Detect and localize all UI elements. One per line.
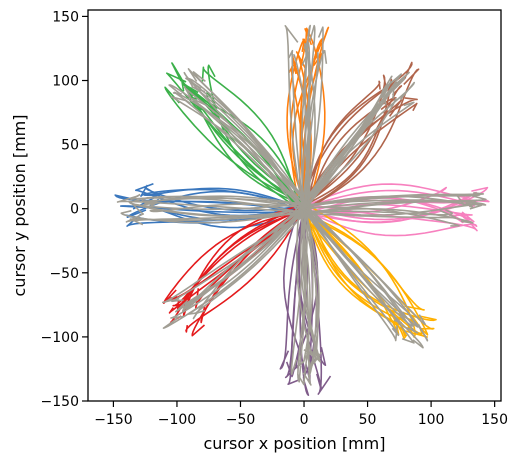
overlay-trajectory-line bbox=[194, 209, 308, 315]
overlay-trajectory-line bbox=[305, 209, 457, 219]
x-tick-label: 150 bbox=[481, 412, 508, 428]
overlay-trajectory-line bbox=[302, 26, 324, 212]
x-tick-label: −150 bbox=[94, 412, 132, 428]
overlay-trajectory-line bbox=[307, 210, 398, 342]
overlay-trajectory-line bbox=[141, 195, 303, 209]
overlay-trajectory-line bbox=[192, 71, 302, 206]
overlay-trajectory-line bbox=[301, 97, 397, 205]
overlay-trajectory-line bbox=[295, 208, 315, 358]
trajectory-line bbox=[307, 197, 475, 223]
x-tick-label: −100 bbox=[158, 412, 196, 428]
trajectory-line bbox=[164, 86, 309, 207]
x-tick-label: 100 bbox=[418, 412, 445, 428]
y-tick-label: 150 bbox=[52, 9, 79, 25]
overlay-trajectory-line bbox=[170, 96, 302, 208]
x-tick-label: 50 bbox=[359, 412, 377, 428]
x-tick-label: −50 bbox=[226, 412, 256, 428]
overlay-trajectory-line bbox=[302, 212, 314, 364]
plot-frame bbox=[87, 9, 502, 402]
overlay-trajectory-line bbox=[307, 194, 487, 214]
overlay-trajectory-layer bbox=[116, 24, 487, 386]
y-tick-label: −50 bbox=[49, 266, 79, 282]
overlay-trajectory-line bbox=[172, 91, 309, 206]
overlay-trajectory-line bbox=[181, 206, 305, 312]
y-axis: −150 −100 −50 0 50 100 150 bbox=[41, 9, 88, 410]
x-tick-label: 0 bbox=[300, 412, 309, 428]
overlay-trajectory-line bbox=[304, 192, 485, 208]
overlay-trajectory-line bbox=[290, 211, 307, 376]
overlay-trajectory-line bbox=[301, 203, 408, 319]
overlay-trajectory-line bbox=[130, 193, 305, 214]
overlay-trajectory-line bbox=[300, 45, 307, 206]
overlay-trajectory-line bbox=[120, 209, 305, 224]
overlay-trajectory-line bbox=[308, 206, 460, 227]
x-axis: −150 −100 −50 0 50 100 150 bbox=[94, 401, 508, 428]
y-tick-label: 50 bbox=[61, 138, 79, 154]
y-tick-label: 100 bbox=[52, 74, 79, 90]
overlay-trajectory-line bbox=[168, 84, 306, 206]
overlay-trajectory-line bbox=[301, 52, 311, 206]
overlay-trajectory-line bbox=[293, 54, 311, 214]
y-tick-label: 0 bbox=[70, 202, 79, 218]
overlay-trajectory-line bbox=[130, 201, 307, 215]
y-tick-label: −100 bbox=[41, 330, 79, 346]
overlay-trajectory-line bbox=[302, 207, 429, 342]
overlay-trajectory-line bbox=[300, 206, 424, 349]
overlay-trajectory-line bbox=[306, 78, 406, 208]
overlay-trajectory-line bbox=[298, 208, 306, 367]
y-axis-title: cursor y position [mm] bbox=[10, 115, 29, 297]
y-tick-label: −150 bbox=[41, 394, 79, 410]
trajectory-line bbox=[308, 68, 420, 209]
x-axis-title: cursor x position [mm] bbox=[204, 434, 386, 453]
overlay-trajectory-line bbox=[143, 195, 309, 206]
